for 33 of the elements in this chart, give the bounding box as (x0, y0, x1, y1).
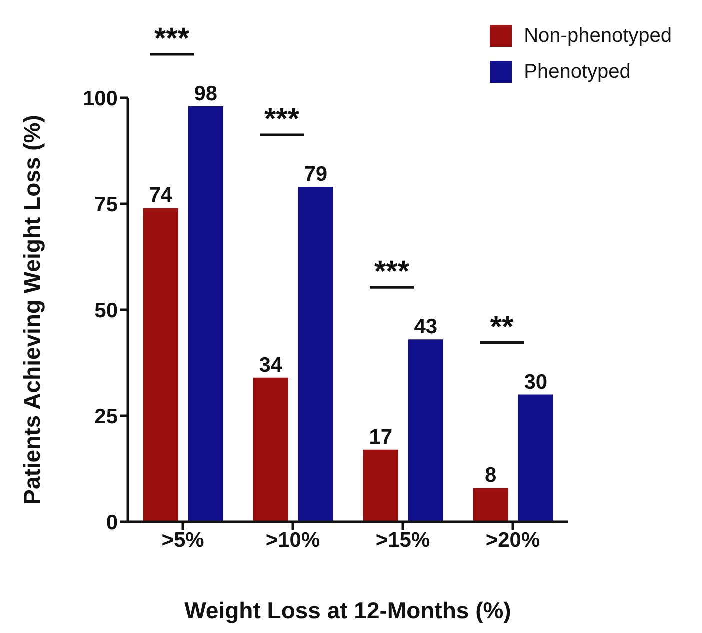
x-tick-label: >15% (376, 528, 430, 552)
data-label: 17 (369, 426, 393, 449)
x-tick-label: >5% (162, 528, 205, 552)
bar (188, 106, 224, 522)
data-label: 98 (194, 82, 218, 106)
text: *** (154, 22, 190, 56)
data-label: 34 (259, 354, 283, 377)
annotation: ** (490, 310, 514, 344)
y-axis-title: Patients Achieving Weight Loss (%) (19, 115, 45, 505)
annotation: *** (374, 256, 410, 289)
bar (143, 208, 178, 522)
x-tick-label: >20% (486, 528, 540, 552)
y-tick-label: 50 (94, 299, 118, 322)
legend-label: Non-phenotyped (524, 24, 672, 48)
bar (473, 488, 508, 522)
y-tick-label: 100 (82, 87, 118, 110)
bar (363, 450, 398, 522)
bar (298, 187, 334, 522)
data-label: 79 (304, 163, 328, 186)
bar (518, 394, 554, 522)
data-label: 8 (485, 464, 498, 488)
x-axis-title: Weight Loss at 12-Months (%) (184, 597, 512, 624)
x-tick-label: >10% (266, 528, 320, 552)
annotation: *** (264, 103, 300, 136)
legend-label: Phenotyped (524, 60, 631, 84)
y-tick-label: 25 (94, 405, 118, 428)
y-tick-label: 0 (106, 511, 118, 534)
bar (253, 378, 288, 522)
bar (408, 340, 444, 522)
data-label: 74 (149, 184, 173, 208)
y-tick-label: 75 (94, 193, 118, 216)
data-label: 43 (414, 316, 438, 339)
data-label: 30 (524, 370, 548, 394)
